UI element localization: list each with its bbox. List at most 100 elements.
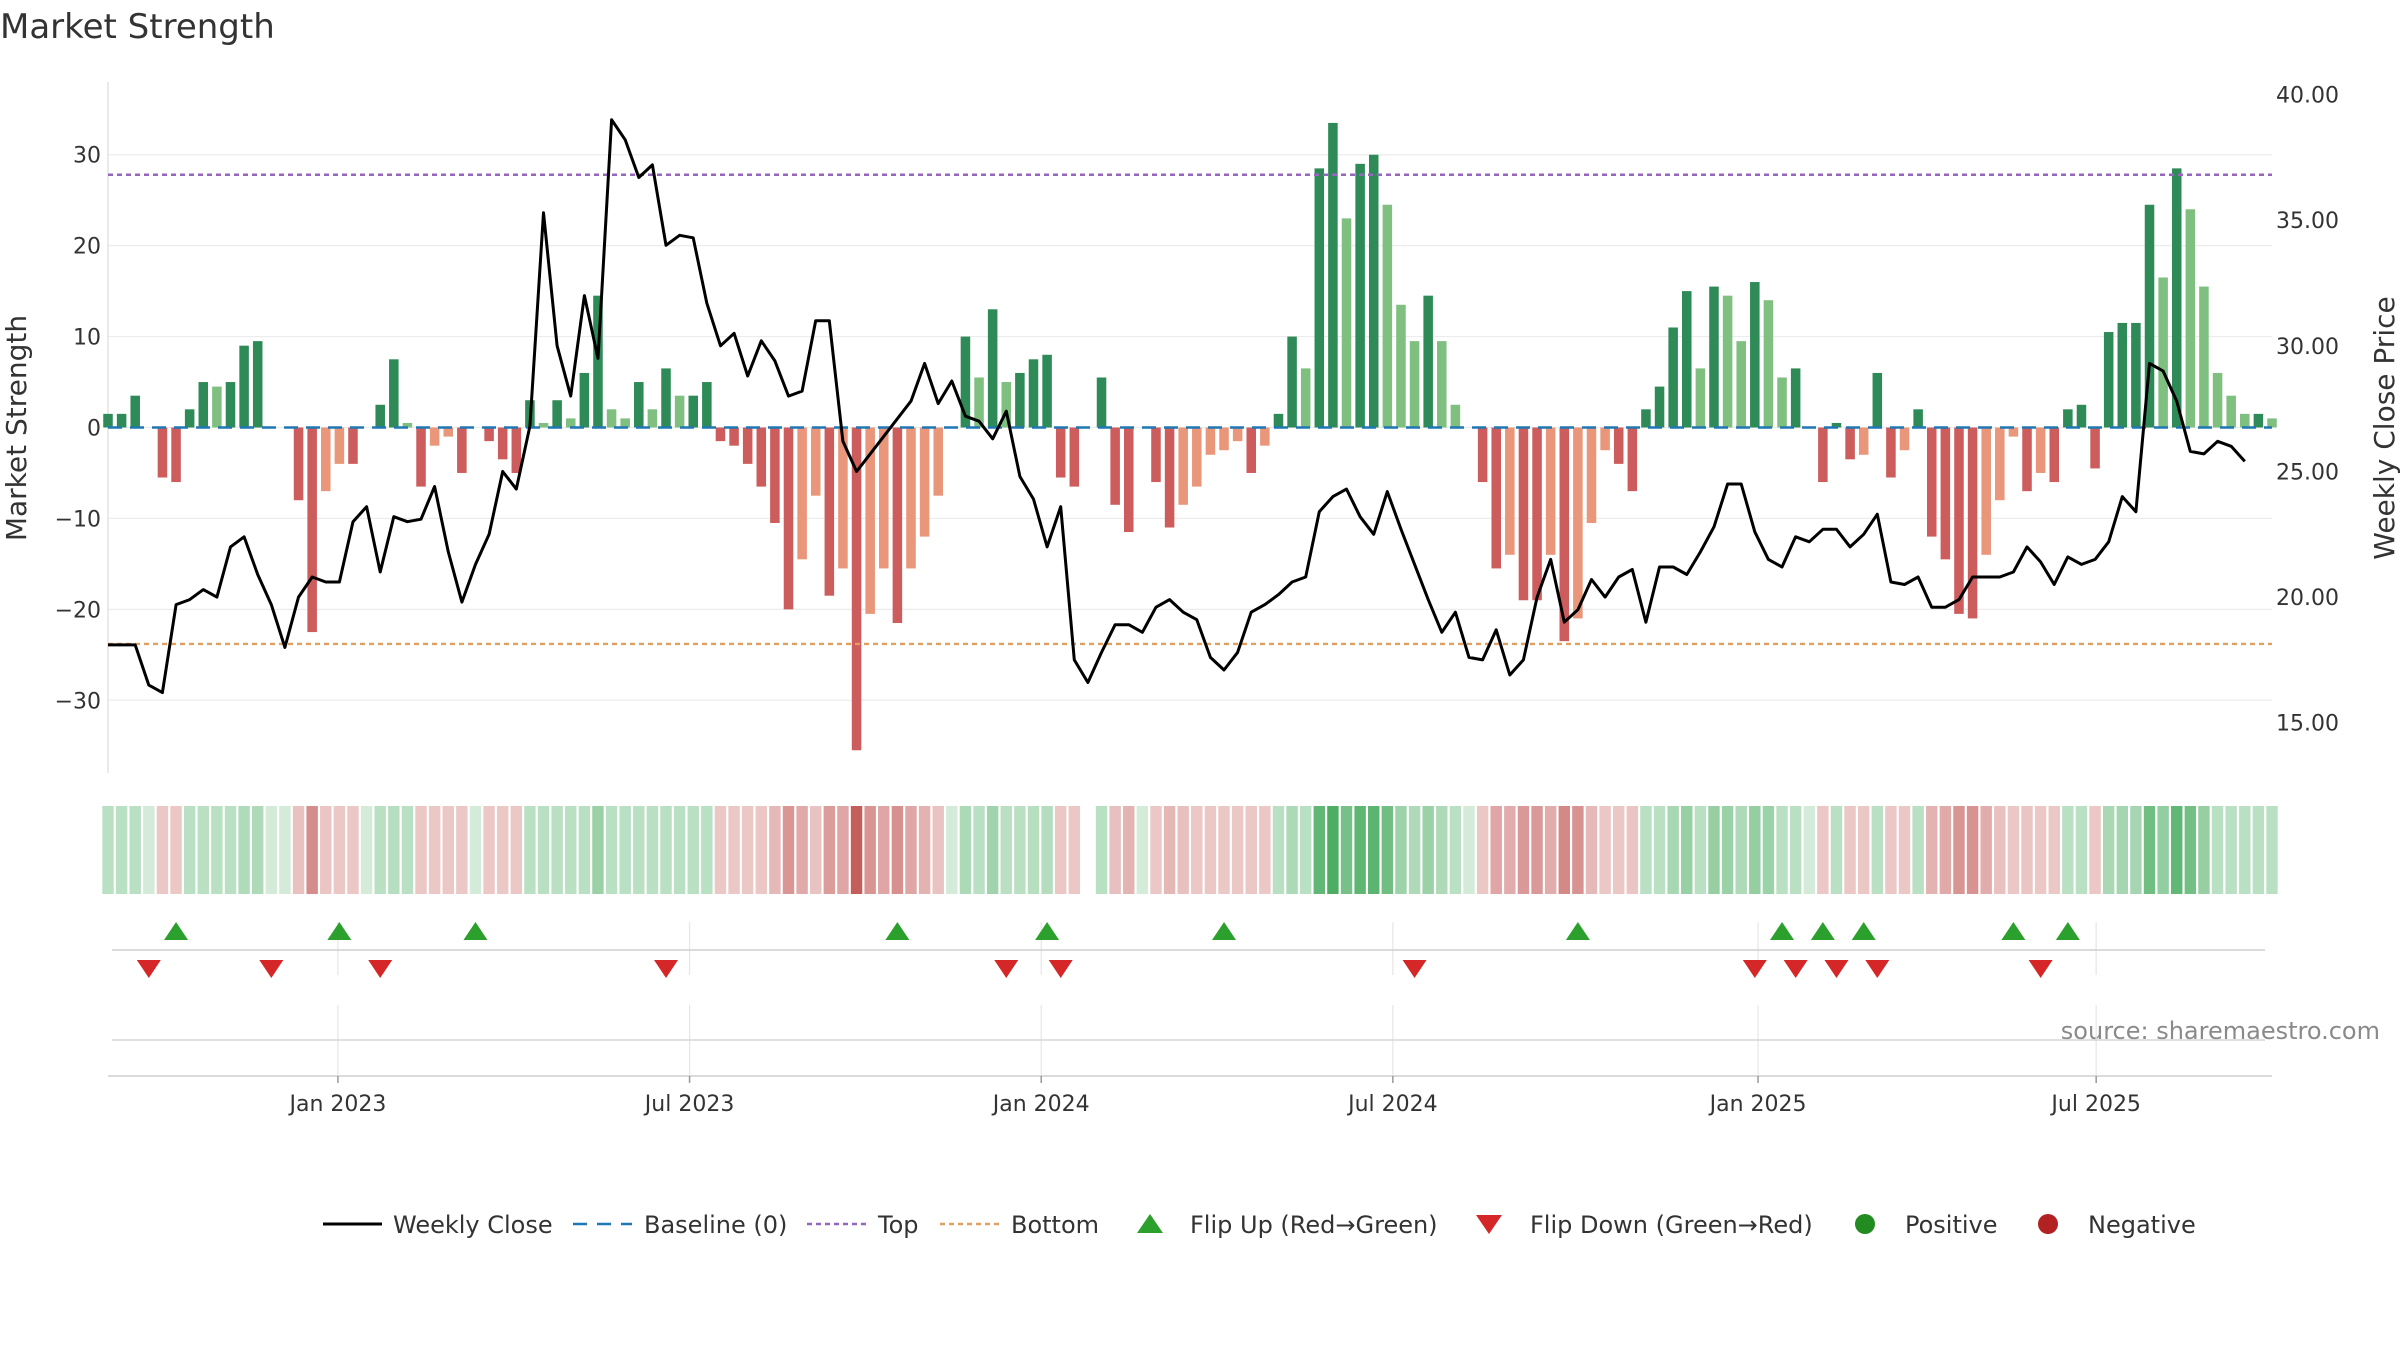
y2-axis-label: Weekly Close Price bbox=[2368, 296, 2400, 559]
heat-cell bbox=[1123, 806, 1135, 894]
strength-bar bbox=[1559, 427, 1570, 642]
strength-bar bbox=[1450, 404, 1461, 428]
heat-cell bbox=[1381, 806, 1394, 894]
strength-bar bbox=[1123, 427, 1134, 533]
strength-bar bbox=[1818, 427, 1828, 483]
heat-cell bbox=[1939, 806, 1952, 894]
heat-cell bbox=[2211, 806, 2224, 894]
flip-up-marker bbox=[2055, 922, 2080, 940]
strength-bar bbox=[1232, 427, 1243, 442]
heat-cell bbox=[1721, 806, 1734, 894]
heat-cell bbox=[401, 806, 414, 894]
heat-cell bbox=[1681, 806, 1693, 894]
heat-cell bbox=[932, 806, 944, 894]
heat-cell bbox=[1259, 806, 1271, 894]
heat-cell bbox=[1776, 806, 1788, 894]
heat-cell bbox=[102, 806, 114, 894]
heat-cell bbox=[2239, 806, 2251, 894]
heat-cell bbox=[1626, 806, 1639, 894]
heat-cell bbox=[1354, 806, 1366, 894]
heat-cell bbox=[496, 806, 509, 894]
strength-bar bbox=[2199, 286, 2209, 428]
strength-bar bbox=[1382, 204, 1393, 428]
heat-cell bbox=[1708, 806, 1720, 894]
strength-bars-layer bbox=[103, 118, 2277, 751]
heat-cell bbox=[456, 806, 468, 894]
legend-label-top: Top bbox=[877, 1211, 919, 1239]
legend-label-weekly-close: Weekly Close bbox=[393, 1211, 553, 1239]
heat-cell bbox=[143, 806, 155, 894]
strength-bar bbox=[851, 427, 862, 751]
strength-bar bbox=[1586, 427, 1597, 523]
heat-cell bbox=[823, 806, 836, 894]
strength-bar bbox=[824, 427, 835, 596]
strength-bar bbox=[511, 427, 522, 473]
heat-cell bbox=[578, 806, 591, 894]
x-tick-label: Jul 2025 bbox=[2049, 1092, 2141, 1117]
heat-cell bbox=[1231, 806, 1244, 894]
strength-bar bbox=[756, 427, 767, 487]
strength-bar bbox=[1423, 295, 1433, 428]
heat-cell bbox=[2021, 806, 2033, 894]
strength-bar bbox=[2076, 404, 2087, 428]
heat-cell bbox=[197, 806, 209, 894]
strength-bar bbox=[1886, 427, 1896, 478]
heat-cell bbox=[1504, 806, 1516, 894]
heat-cell bbox=[810, 806, 822, 894]
strength-bar bbox=[1777, 377, 1787, 428]
heat-cell bbox=[251, 806, 264, 894]
strength-bar bbox=[810, 427, 821, 496]
strength-bar bbox=[1287, 336, 1297, 428]
heat-cell bbox=[551, 806, 563, 894]
strength-bar bbox=[1926, 427, 1937, 537]
heat-cell bbox=[238, 806, 250, 894]
legend-flip-down-swatch bbox=[1476, 1215, 1502, 1234]
heat-cell bbox=[946, 806, 958, 894]
strength-bar bbox=[320, 427, 331, 492]
strength-bar bbox=[1355, 163, 1365, 428]
strength-bar bbox=[389, 359, 399, 428]
heat-cell bbox=[891, 806, 904, 894]
heat-cell bbox=[170, 806, 182, 894]
heat-cell bbox=[1136, 806, 1149, 894]
strength-bar bbox=[552, 400, 562, 428]
heat-cell bbox=[1340, 806, 1353, 894]
strength-bar bbox=[838, 427, 848, 569]
heat-cell bbox=[1272, 806, 1285, 894]
heat-cell bbox=[701, 806, 713, 894]
flip-up-marker bbox=[1212, 922, 1237, 940]
legend-label-flip-up: Flip Up (Red→Green) bbox=[1190, 1211, 1438, 1239]
heat-cell bbox=[850, 806, 863, 894]
heat-cell bbox=[565, 806, 577, 894]
y2-tick-label: 35.00 bbox=[2276, 209, 2339, 234]
y-axis-label: Market Strength bbox=[0, 315, 33, 541]
heat-cell bbox=[2048, 806, 2060, 894]
heat-cell bbox=[1068, 806, 1081, 894]
strength-bar bbox=[1055, 427, 1066, 478]
flip-down-marker bbox=[1783, 960, 1808, 978]
heat-cell bbox=[469, 806, 482, 894]
heat-cell bbox=[1368, 806, 1380, 894]
strength-bar bbox=[1627, 427, 1638, 492]
heat-cell bbox=[1613, 806, 1625, 894]
strength-bar bbox=[2267, 418, 2277, 428]
strength-bar bbox=[171, 427, 181, 483]
strength-bar bbox=[688, 395, 698, 428]
strength-bar bbox=[2185, 209, 2196, 428]
flip-up-marker bbox=[327, 922, 352, 940]
strength-bar bbox=[1328, 122, 1338, 428]
strength-bar bbox=[1477, 427, 1488, 483]
strength-bar bbox=[293, 427, 304, 501]
heat-cell bbox=[1327, 806, 1339, 894]
heat-cell bbox=[1313, 806, 1326, 894]
heat-cell bbox=[306, 806, 318, 894]
strength-bar bbox=[484, 427, 494, 442]
heat-cell bbox=[1844, 806, 1856, 894]
heat-cell bbox=[183, 806, 196, 894]
heat-cell bbox=[878, 806, 890, 894]
strength-bar bbox=[1899, 427, 1910, 451]
flip-down-marker bbox=[1865, 960, 1890, 978]
heat-cell bbox=[1436, 806, 1448, 894]
strength-bar bbox=[2131, 322, 2141, 428]
flip-down-marker bbox=[1048, 960, 1073, 978]
